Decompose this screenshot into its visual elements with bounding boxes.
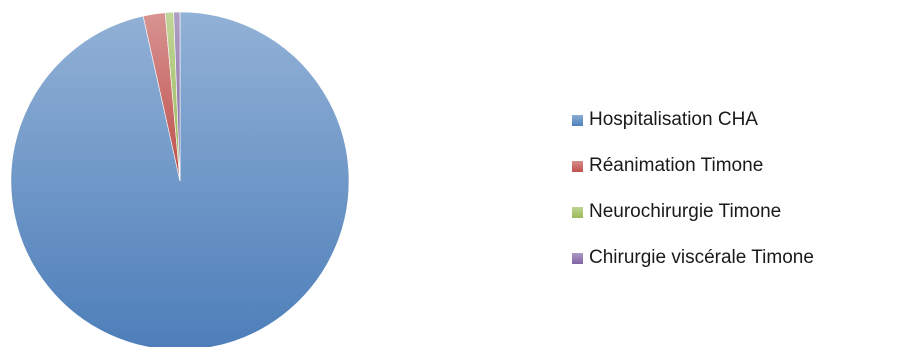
legend-label-reanimation-timone: Réanimation Timone [589, 155, 764, 176]
legend-item-hospitalisation-cha: Hospitalisation CHA [572, 105, 907, 135]
legend-item-neurochirurgie-timone: Neurochirurgie Timone [572, 197, 907, 227]
pie-slices [10, 11, 350, 347]
legend-swatch-reanimation-timone [572, 160, 583, 172]
legend-label-hospitalisation-cha: Hospitalisation CHA [589, 109, 758, 130]
chart-legend: Hospitalisation CHA Réanimation Timone N… [572, 105, 907, 289]
legend-item-chirurgie-viscerale-timone: Chirurgie viscérale Timone [572, 243, 907, 273]
legend-swatch-hospitalisation-cha [572, 114, 583, 126]
pie-slice-chirurgie-viscerale-timone [173, 11, 181, 182]
pie-slice-hospitalisation-cha [10, 11, 350, 347]
legend-swatch-chirurgie-viscerale-timone [572, 252, 583, 264]
legend-item-reanimation-timone: Réanimation Timone [572, 151, 907, 181]
legend-label-chirurgie-viscerale-timone: Chirurgie viscérale Timone [589, 247, 814, 268]
legend-label-neurochirurgie-timone: Neurochirurgie Timone [589, 201, 782, 222]
legend-swatch-neurochirurgie-timone [572, 206, 583, 218]
